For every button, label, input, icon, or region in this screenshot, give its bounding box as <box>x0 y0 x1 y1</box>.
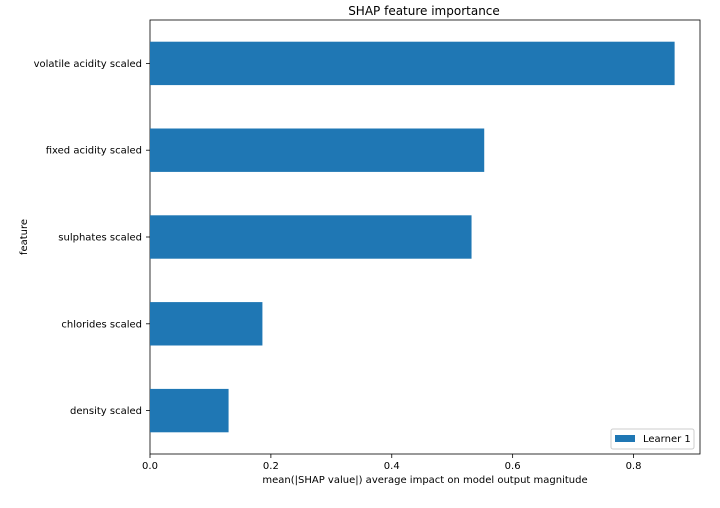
y-tick-label: volatile acidity scaled <box>34 59 142 70</box>
y-axis-label: feature <box>19 219 30 255</box>
x-tick-label: 0.2 <box>263 461 279 472</box>
bar <box>150 388 229 433</box>
legend-label: Learner 1 <box>643 434 691 445</box>
x-tick-label: 0.0 <box>142 461 158 472</box>
y-tick-label: density scaled <box>70 406 142 417</box>
legend-frame <box>610 428 695 450</box>
y-tick-label: sulphates scaled <box>58 233 142 244</box>
y-tick-label: chlorides scaled <box>61 319 142 330</box>
bar <box>150 41 675 86</box>
bar <box>150 302 263 346</box>
x-tick-label: 0.8 <box>626 461 642 472</box>
x-axis-label: mean(|SHAP value|) average impact on mod… <box>262 475 587 486</box>
chart-title: SHAP feature importance <box>348 4 500 18</box>
y-axis-ticks: volatile acidity scaled fixed acidity sca… <box>34 59 150 417</box>
legend-swatch <box>615 435 635 442</box>
bar <box>150 215 472 259</box>
bar <box>150 128 485 172</box>
bars-layer <box>150 41 675 433</box>
y-tick-label: fixed acidity scaled <box>46 146 142 157</box>
legend: Learner 1 <box>610 428 695 450</box>
x-tick-label: 0.6 <box>505 461 521 472</box>
x-tick-label: 0.4 <box>384 461 400 472</box>
x-axis-ticks: 0.0 0.2 0.4 0.6 0.8 <box>142 454 641 472</box>
